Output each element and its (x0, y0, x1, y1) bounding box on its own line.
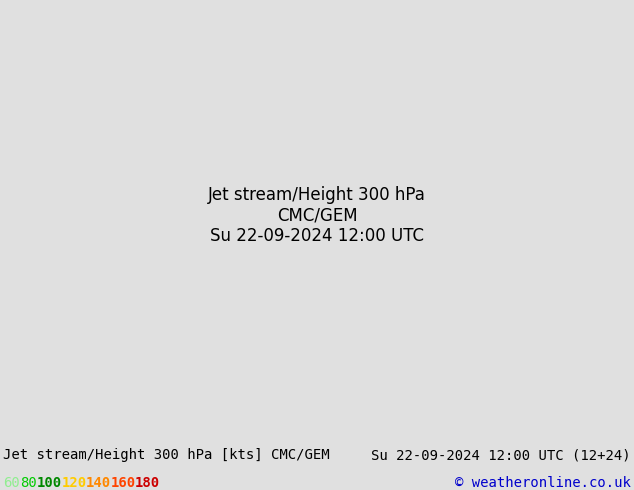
Text: © weatheronline.co.uk: © weatheronline.co.uk (455, 476, 631, 490)
Text: Su 22-09-2024 12:00 UTC (12+24): Su 22-09-2024 12:00 UTC (12+24) (372, 448, 631, 462)
Text: 140: 140 (86, 476, 111, 490)
Text: Jet stream/Height 300 hPa [kts] CMC/GEM: Jet stream/Height 300 hPa [kts] CMC/GEM (3, 448, 330, 462)
Text: 160: 160 (110, 476, 136, 490)
Text: 120: 120 (61, 476, 87, 490)
Text: 180: 180 (135, 476, 160, 490)
Text: 80: 80 (20, 476, 37, 490)
Text: 60: 60 (3, 476, 20, 490)
Text: Jet stream/Height 300 hPa
CMC/GEM
Su 22-09-2024 12:00 UTC: Jet stream/Height 300 hPa CMC/GEM Su 22-… (208, 186, 426, 245)
Text: 100: 100 (37, 476, 62, 490)
